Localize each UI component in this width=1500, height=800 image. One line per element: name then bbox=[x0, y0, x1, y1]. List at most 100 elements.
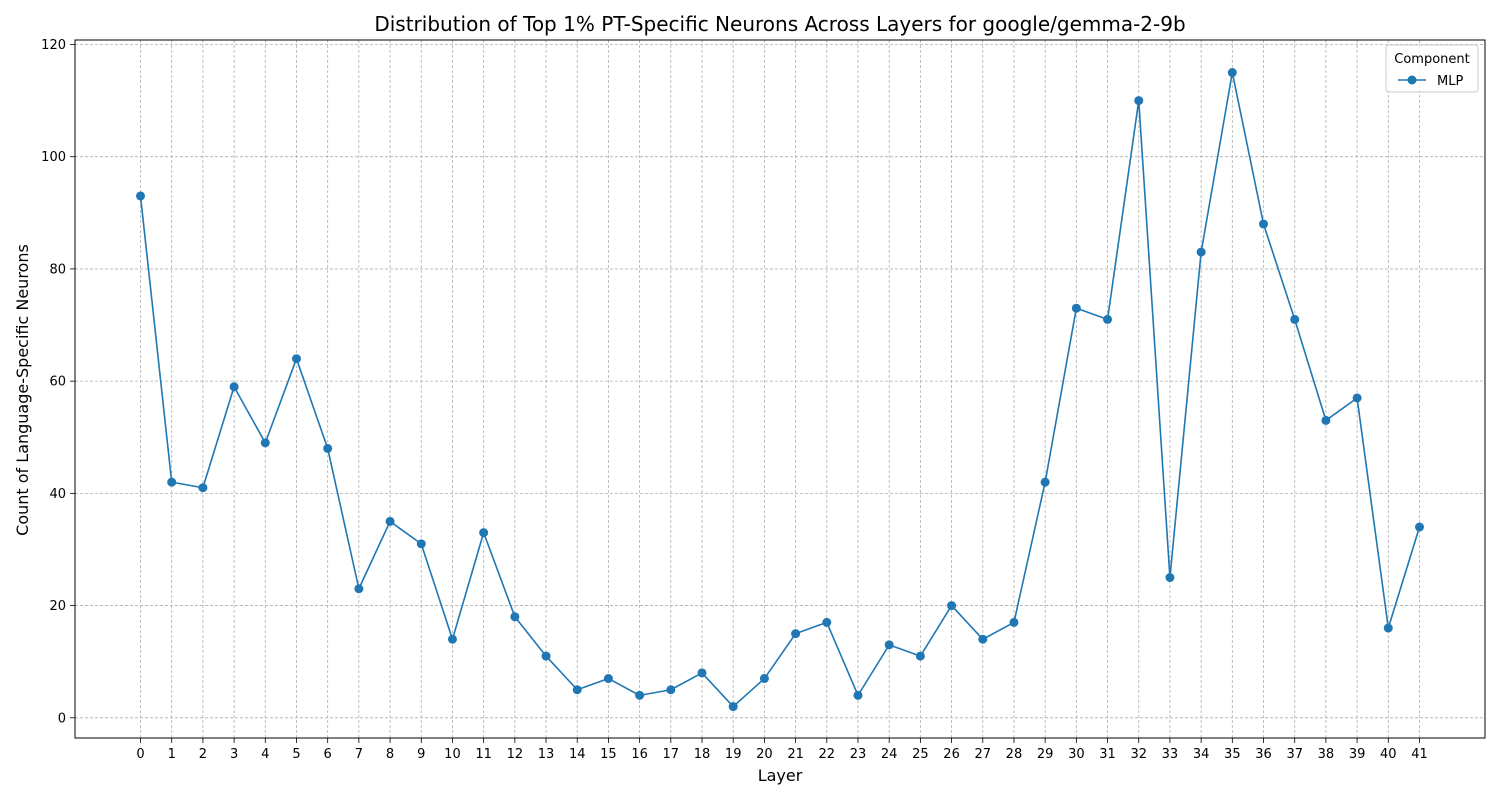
y-tick-label: 0 bbox=[58, 711, 66, 726]
x-tick-label: 33 bbox=[1162, 747, 1179, 762]
data-point bbox=[416, 539, 426, 549]
data-point bbox=[947, 601, 957, 611]
legend-label-mlp: MLP bbox=[1437, 74, 1463, 89]
data-point bbox=[198, 483, 208, 493]
data-point bbox=[167, 477, 177, 487]
x-tick-label: 27 bbox=[974, 747, 991, 762]
y-tick-label: 20 bbox=[49, 599, 66, 614]
data-point bbox=[260, 438, 270, 448]
x-tick-label: 24 bbox=[881, 747, 898, 762]
legend-title: Component bbox=[1394, 52, 1469, 67]
x-tick-label: 40 bbox=[1380, 747, 1397, 762]
data-point bbox=[728, 702, 738, 712]
data-point bbox=[978, 634, 988, 644]
y-tick-label: 40 bbox=[49, 487, 66, 502]
legend-marker-mlp bbox=[1407, 75, 1417, 85]
x-tick-label: 10 bbox=[444, 747, 461, 762]
data-point bbox=[1290, 314, 1300, 324]
x-tick-label: 29 bbox=[1037, 747, 1054, 762]
data-point bbox=[791, 629, 801, 639]
data-point bbox=[1134, 96, 1144, 106]
data-point bbox=[136, 191, 146, 201]
data-point bbox=[447, 634, 457, 644]
x-tick-label: 34 bbox=[1193, 747, 1210, 762]
axis-ticks: 0 1 2 3 4 5 6 7 8 9 10 11 12 13 14 15 16 17 18 19 20 21 22 23 24… bbox=[41, 38, 1428, 762]
x-tick-label: 16 bbox=[631, 747, 648, 762]
x-tick-label: 1 bbox=[168, 747, 176, 762]
data-point bbox=[1259, 219, 1269, 229]
x-tick-label: 9 bbox=[417, 747, 425, 762]
x-tick-label: 36 bbox=[1255, 747, 1272, 762]
grid-lines bbox=[75, 40, 1485, 738]
data-point bbox=[1040, 477, 1050, 487]
x-tick-label: 14 bbox=[569, 747, 586, 762]
x-tick-label: 13 bbox=[538, 747, 555, 762]
data-point bbox=[1103, 314, 1113, 324]
data-point bbox=[759, 674, 769, 684]
data-point bbox=[884, 640, 894, 650]
data-point bbox=[510, 612, 520, 622]
x-tick-label: 11 bbox=[475, 747, 492, 762]
chart-title: Distribution of Top 1% PT-Specific Neuro… bbox=[374, 12, 1185, 36]
data-point bbox=[853, 690, 863, 700]
data-point bbox=[323, 443, 333, 453]
x-tick-label: 6 bbox=[324, 747, 332, 762]
x-tick-label: 5 bbox=[292, 747, 300, 762]
data-point bbox=[291, 354, 301, 364]
data-point bbox=[697, 668, 707, 678]
x-tick-label: 26 bbox=[943, 747, 960, 762]
data-point bbox=[1196, 247, 1206, 257]
data-point bbox=[479, 528, 489, 538]
x-tick-label: 0 bbox=[136, 747, 144, 762]
data-point bbox=[385, 516, 395, 526]
y-tick-label: 100 bbox=[41, 150, 66, 165]
data-point bbox=[915, 651, 925, 661]
series-layer bbox=[136, 68, 1424, 712]
x-tick-label: 19 bbox=[725, 747, 742, 762]
x-tick-label: 41 bbox=[1411, 747, 1428, 762]
x-tick-label: 23 bbox=[850, 747, 867, 762]
x-tick-label: 3 bbox=[230, 747, 238, 762]
data-point bbox=[1009, 617, 1019, 627]
x-tick-label: 32 bbox=[1130, 747, 1147, 762]
x-tick-label: 25 bbox=[912, 747, 929, 762]
data-point bbox=[229, 382, 239, 392]
x-tick-label: 12 bbox=[507, 747, 524, 762]
x-tick-label: 37 bbox=[1286, 747, 1303, 762]
x-tick-label: 18 bbox=[694, 747, 711, 762]
data-point bbox=[666, 685, 676, 695]
y-tick-label: 60 bbox=[49, 375, 66, 390]
data-point bbox=[822, 617, 832, 627]
data-point bbox=[572, 685, 582, 695]
data-point bbox=[1227, 68, 1237, 78]
x-tick-label: 4 bbox=[261, 747, 269, 762]
y-tick-label: 80 bbox=[49, 262, 66, 277]
data-point bbox=[541, 651, 551, 661]
x-tick-label: 39 bbox=[1349, 747, 1366, 762]
x-tick-label: 7 bbox=[355, 747, 363, 762]
y-tick-label: 120 bbox=[41, 38, 66, 53]
legend: Component MLP bbox=[1385, 44, 1479, 93]
plot-frame bbox=[74, 39, 1486, 739]
data-point bbox=[1352, 393, 1362, 403]
x-tick-label: 21 bbox=[787, 747, 804, 762]
x-tick-label: 31 bbox=[1099, 747, 1116, 762]
data-point bbox=[1414, 522, 1424, 532]
y-axis-label: Count of Language-Specific Neurons bbox=[13, 244, 32, 536]
x-tick-label: 28 bbox=[1006, 747, 1023, 762]
data-point bbox=[635, 690, 645, 700]
x-tick-label: 17 bbox=[663, 747, 680, 762]
x-tick-label: 30 bbox=[1068, 747, 1085, 762]
x-tick-label: 22 bbox=[819, 747, 836, 762]
data-point bbox=[354, 584, 364, 594]
x-tick-label: 15 bbox=[600, 747, 617, 762]
x-axis-label: Layer bbox=[758, 766, 803, 785]
x-tick-label: 38 bbox=[1318, 747, 1335, 762]
data-point bbox=[1071, 303, 1081, 313]
data-point bbox=[1165, 573, 1175, 583]
x-tick-label: 2 bbox=[199, 747, 207, 762]
x-tick-label: 20 bbox=[756, 747, 773, 762]
data-point bbox=[1321, 415, 1331, 425]
